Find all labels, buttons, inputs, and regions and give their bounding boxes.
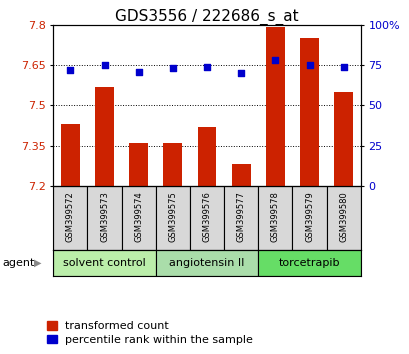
- FancyBboxPatch shape: [258, 186, 292, 250]
- FancyBboxPatch shape: [292, 186, 326, 250]
- Text: GSM399579: GSM399579: [304, 191, 313, 242]
- Text: angiotensin II: angiotensin II: [169, 258, 244, 268]
- Text: ▶: ▶: [34, 258, 41, 268]
- Text: solvent control: solvent control: [63, 258, 146, 268]
- Point: [169, 65, 176, 71]
- Text: GSM399575: GSM399575: [168, 191, 177, 242]
- Point: [272, 57, 278, 63]
- Bar: [163, 143, 182, 186]
- FancyBboxPatch shape: [224, 186, 258, 250]
- FancyBboxPatch shape: [326, 186, 360, 250]
- Bar: [265, 28, 284, 186]
- Text: agent: agent: [2, 258, 34, 268]
- Text: GSM399572: GSM399572: [66, 191, 75, 242]
- Bar: [258, 250, 360, 276]
- Point: [135, 69, 142, 74]
- Text: GSM399577: GSM399577: [236, 191, 245, 242]
- Bar: [155, 250, 258, 276]
- Point: [306, 62, 312, 68]
- Bar: [197, 127, 216, 186]
- Bar: [53, 250, 155, 276]
- Bar: [129, 143, 148, 186]
- Point: [203, 64, 210, 69]
- Bar: [95, 86, 114, 186]
- Text: GSM399580: GSM399580: [338, 191, 347, 242]
- Bar: [231, 164, 250, 186]
- Point: [67, 67, 74, 73]
- FancyBboxPatch shape: [121, 186, 155, 250]
- Bar: [61, 124, 80, 186]
- Text: GSM399578: GSM399578: [270, 191, 279, 242]
- Point: [101, 62, 108, 68]
- Bar: [299, 38, 318, 186]
- Title: GDS3556 / 222686_s_at: GDS3556 / 222686_s_at: [115, 8, 298, 25]
- Legend: transformed count, percentile rank within the sample: transformed count, percentile rank withi…: [47, 321, 253, 345]
- Text: GSM399576: GSM399576: [202, 191, 211, 242]
- Bar: [333, 92, 352, 186]
- Text: torcetrapib: torcetrapib: [278, 258, 339, 268]
- Point: [339, 64, 346, 69]
- Text: GSM399573: GSM399573: [100, 191, 109, 242]
- FancyBboxPatch shape: [87, 186, 121, 250]
- Text: GSM399574: GSM399574: [134, 191, 143, 242]
- FancyBboxPatch shape: [53, 186, 87, 250]
- FancyBboxPatch shape: [189, 186, 224, 250]
- FancyBboxPatch shape: [155, 186, 189, 250]
- Point: [237, 70, 244, 76]
